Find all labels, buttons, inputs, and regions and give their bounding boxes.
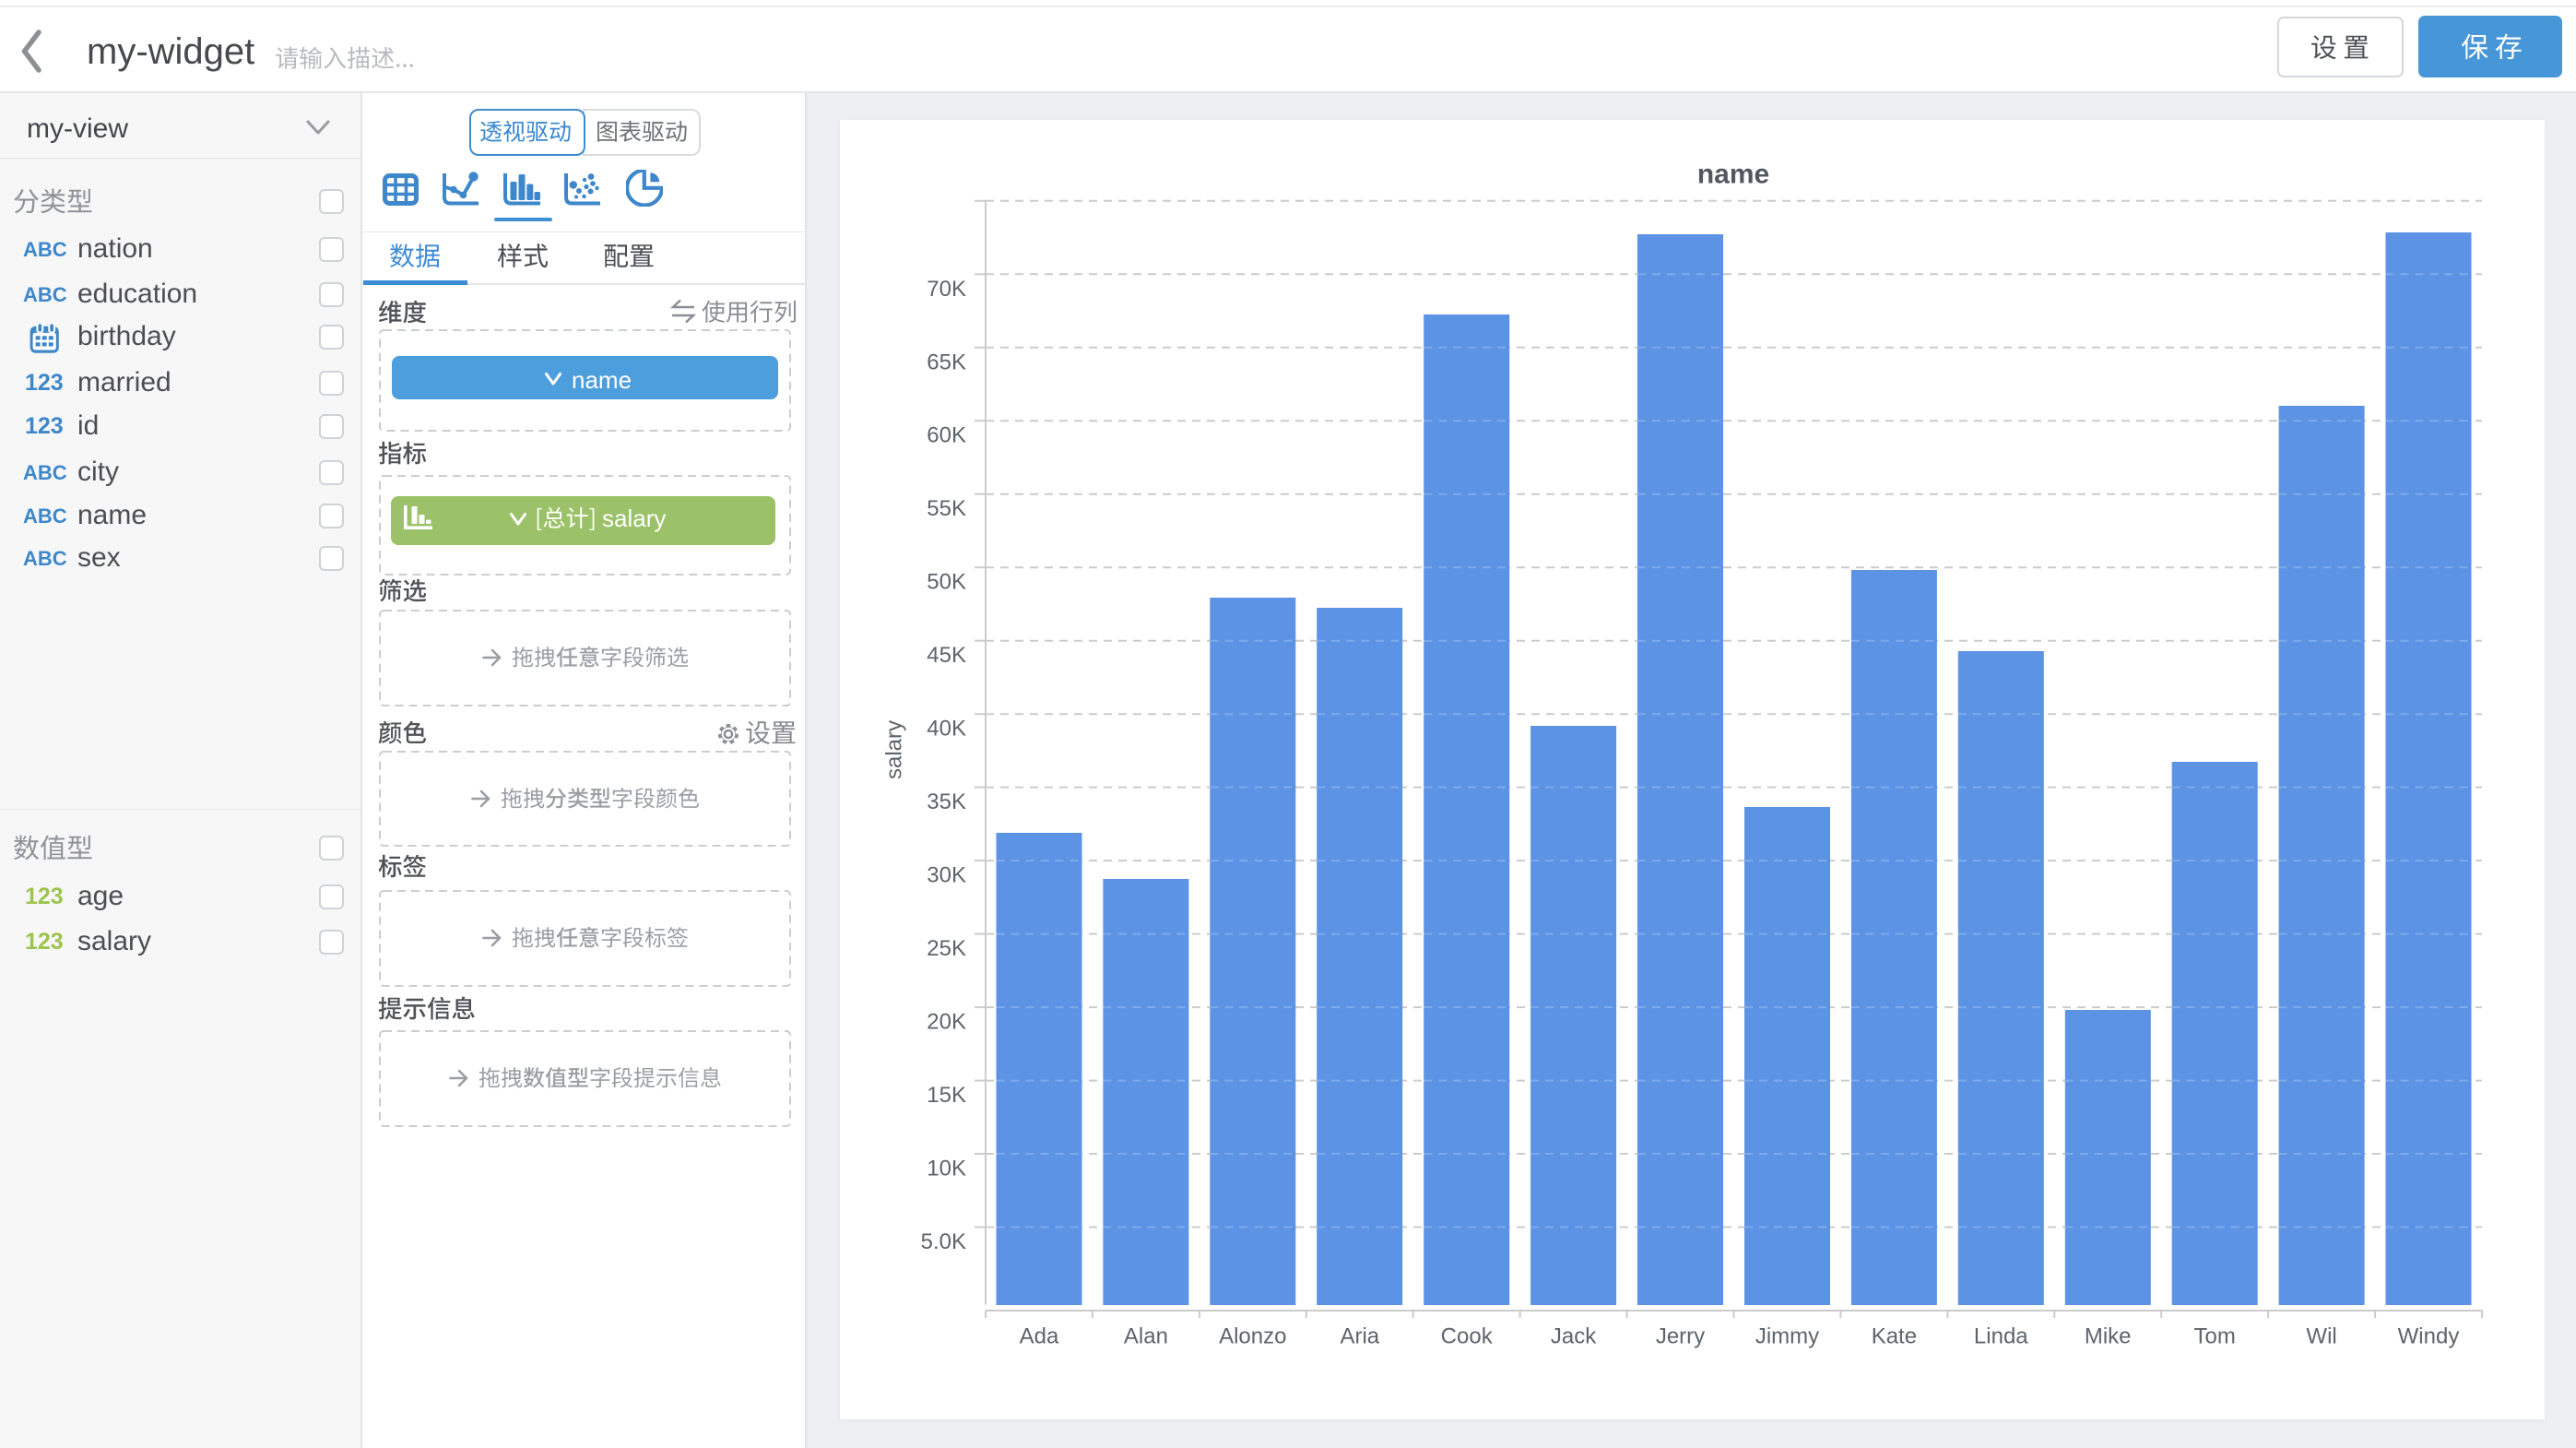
svg-text:20K: 20K [927, 1010, 966, 1035]
svg-text:45K: 45K [927, 643, 966, 668]
svg-text:Cook: Cook [1441, 1324, 1494, 1349]
svg-text:Linda: Linda [1974, 1324, 2028, 1349]
svg-text:Kate: Kate [1872, 1324, 1917, 1349]
svg-text:15K: 15K [927, 1083, 966, 1108]
svg-text:Wil: Wil [2306, 1324, 2336, 1349]
svg-text:Jerry: Jerry [1656, 1324, 1705, 1349]
svg-text:Tom: Tom [2194, 1324, 2236, 1349]
svg-text:Jimmy: Jimmy [1755, 1324, 1819, 1349]
svg-text:5.0K: 5.0K [921, 1229, 966, 1254]
svg-text:10K: 10K [927, 1157, 966, 1181]
svg-text:65K: 65K [927, 350, 966, 374]
svg-text:Windy: Windy [2398, 1324, 2460, 1349]
svg-text:Aria: Aria [1340, 1324, 1379, 1349]
svg-text:Alonzo: Alonzo [1219, 1324, 1286, 1349]
svg-text:name: name [1697, 160, 1769, 190]
svg-text:25K: 25K [927, 936, 966, 961]
svg-text:70K: 70K [927, 277, 966, 302]
svg-text:60K: 60K [927, 423, 966, 448]
svg-text:50K: 50K [927, 570, 966, 595]
svg-text:30K: 30K [927, 863, 966, 888]
svg-text:Mike: Mike [2085, 1324, 2132, 1349]
svg-text:salary: salary [882, 720, 907, 779]
svg-text:35K: 35K [927, 789, 966, 814]
svg-text:Jack: Jack [1551, 1324, 1597, 1349]
svg-text:Alan: Alan [1124, 1324, 1168, 1349]
svg-text:55K: 55K [927, 496, 966, 521]
svg-text:40K: 40K [927, 717, 966, 742]
svg-text:Ada: Ada [1020, 1324, 1059, 1349]
